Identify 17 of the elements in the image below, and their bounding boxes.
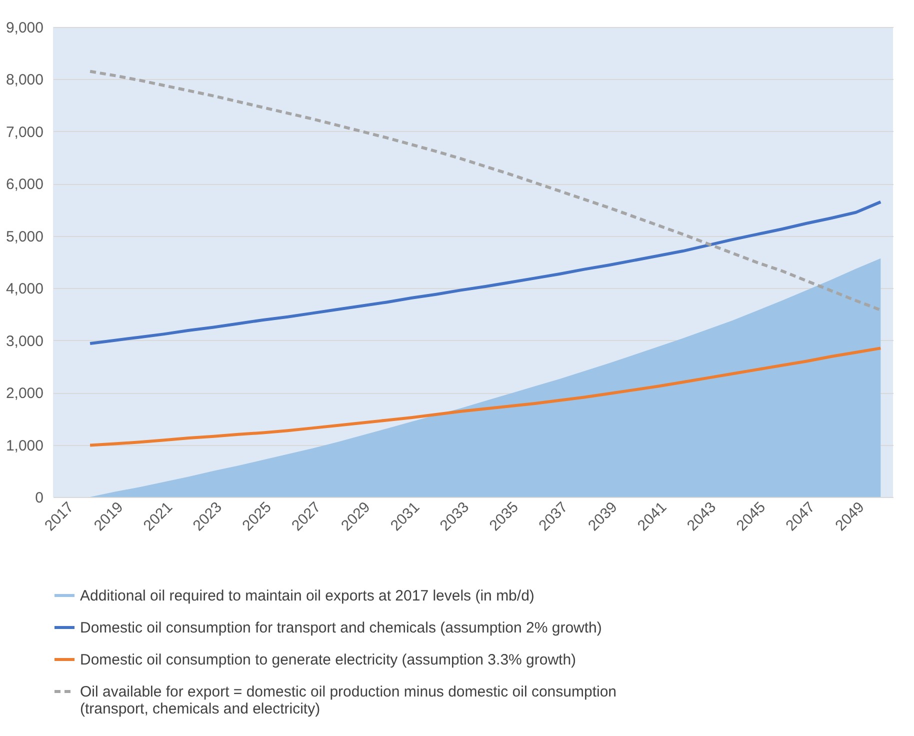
y-tick-label: 5,000 — [6, 228, 44, 246]
y-tick-label: 3,000 — [6, 332, 44, 350]
y-tick-label: 7,000 — [6, 124, 44, 141]
line-series — [88, 346, 882, 447]
y-tick-label: 2,000 — [6, 385, 44, 402]
y-tick-label: 0 — [35, 490, 44, 506]
line-series — [88, 200, 882, 345]
y-tick-label: 4,000 — [6, 280, 44, 298]
legend-label: Oil available for export = domestic oil production minus domestic oil consumption (transport, chemicals and electricity) — [80, 684, 617, 718]
legend-label: Domestic oil consumption for transport and chemicals (assumption 2% growth) — [80, 620, 602, 636]
y-tick-label: 9,000 — [6, 20, 44, 36]
y-tick-label: 1,000 — [6, 437, 44, 454]
line-series — [88, 70, 882, 312]
y-tick-label: 6,000 — [6, 176, 44, 194]
legend-label: Domestic oil consumption to generate electricity (assumption 3.3% growth) — [80, 652, 576, 668]
y-tick-label: 8,000 — [6, 72, 44, 89]
legend-label: Additional oil required to maintain oil exports at 2017 levels (in mb/d) — [80, 588, 534, 604]
